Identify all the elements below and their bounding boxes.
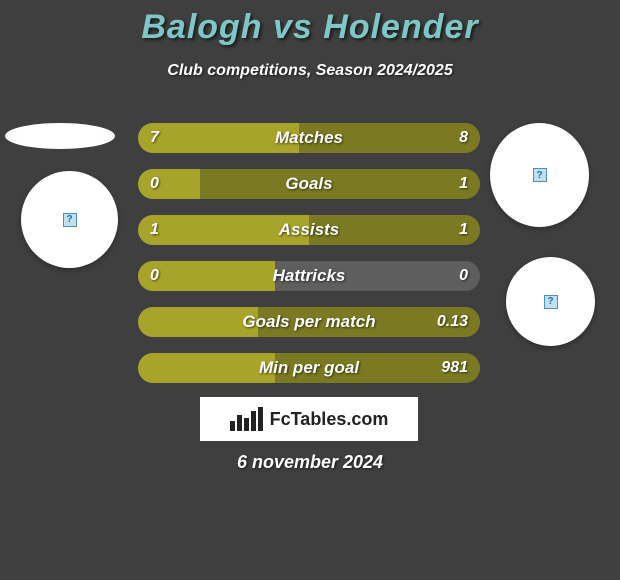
stat-value-right: 981 xyxy=(441,353,468,383)
stat-value-right: 0 xyxy=(459,261,468,291)
stat-value-left: 7 xyxy=(150,123,159,153)
logo-bars-icon xyxy=(230,407,264,431)
stat-row: Goals0 1 xyxy=(138,169,480,199)
placeholder-icon: ? xyxy=(63,213,77,227)
stat-value-left: 0 xyxy=(150,261,159,291)
stat-row: Min per goal981 xyxy=(138,353,480,383)
placeholder-icon: ? xyxy=(533,168,547,182)
comparison-infographic: Balogh vs Holender Club competitions, Se… xyxy=(0,0,620,580)
logo-text: FcTables.com xyxy=(270,409,389,430)
placeholder-icon: ? xyxy=(544,295,558,309)
stat-label: Goals xyxy=(138,169,480,199)
stat-label: Hattricks xyxy=(138,261,480,291)
stat-label: Goals per match xyxy=(138,307,480,337)
fctables-logo: FcTables.com xyxy=(200,397,418,441)
stat-value-right: 1 xyxy=(459,215,468,245)
stat-value-right: 0.13 xyxy=(437,307,468,337)
infographic-date: 6 november 2024 xyxy=(0,452,620,473)
player-left-ellipse xyxy=(5,123,115,149)
stat-value-right: 1 xyxy=(459,169,468,199)
stat-row: Matches7 8 xyxy=(138,123,480,153)
stat-label: Assists xyxy=(138,215,480,245)
stat-label: Min per goal xyxy=(138,353,480,383)
player-left-avatar: ? xyxy=(21,171,118,268)
stats-bars: Matches78Goals01Assists11Hattricks00Goal… xyxy=(138,123,480,399)
stat-row: Goals per match0.13 xyxy=(138,307,480,337)
stat-row: Assists1 1 xyxy=(138,215,480,245)
stat-label: Matches xyxy=(138,123,480,153)
stat-row: Hattricks0 0 xyxy=(138,261,480,291)
stat-value-left: 0 xyxy=(150,169,159,199)
stat-value-left: 1 xyxy=(150,215,159,245)
page-subtitle: Club competitions, Season 2024/2025 xyxy=(0,62,620,80)
player-right-avatar-2: ? xyxy=(506,257,595,346)
page-title: Balogh vs Holender xyxy=(0,8,620,47)
stat-value-right: 8 xyxy=(459,123,468,153)
player-right-avatar-1: ? xyxy=(490,123,589,227)
